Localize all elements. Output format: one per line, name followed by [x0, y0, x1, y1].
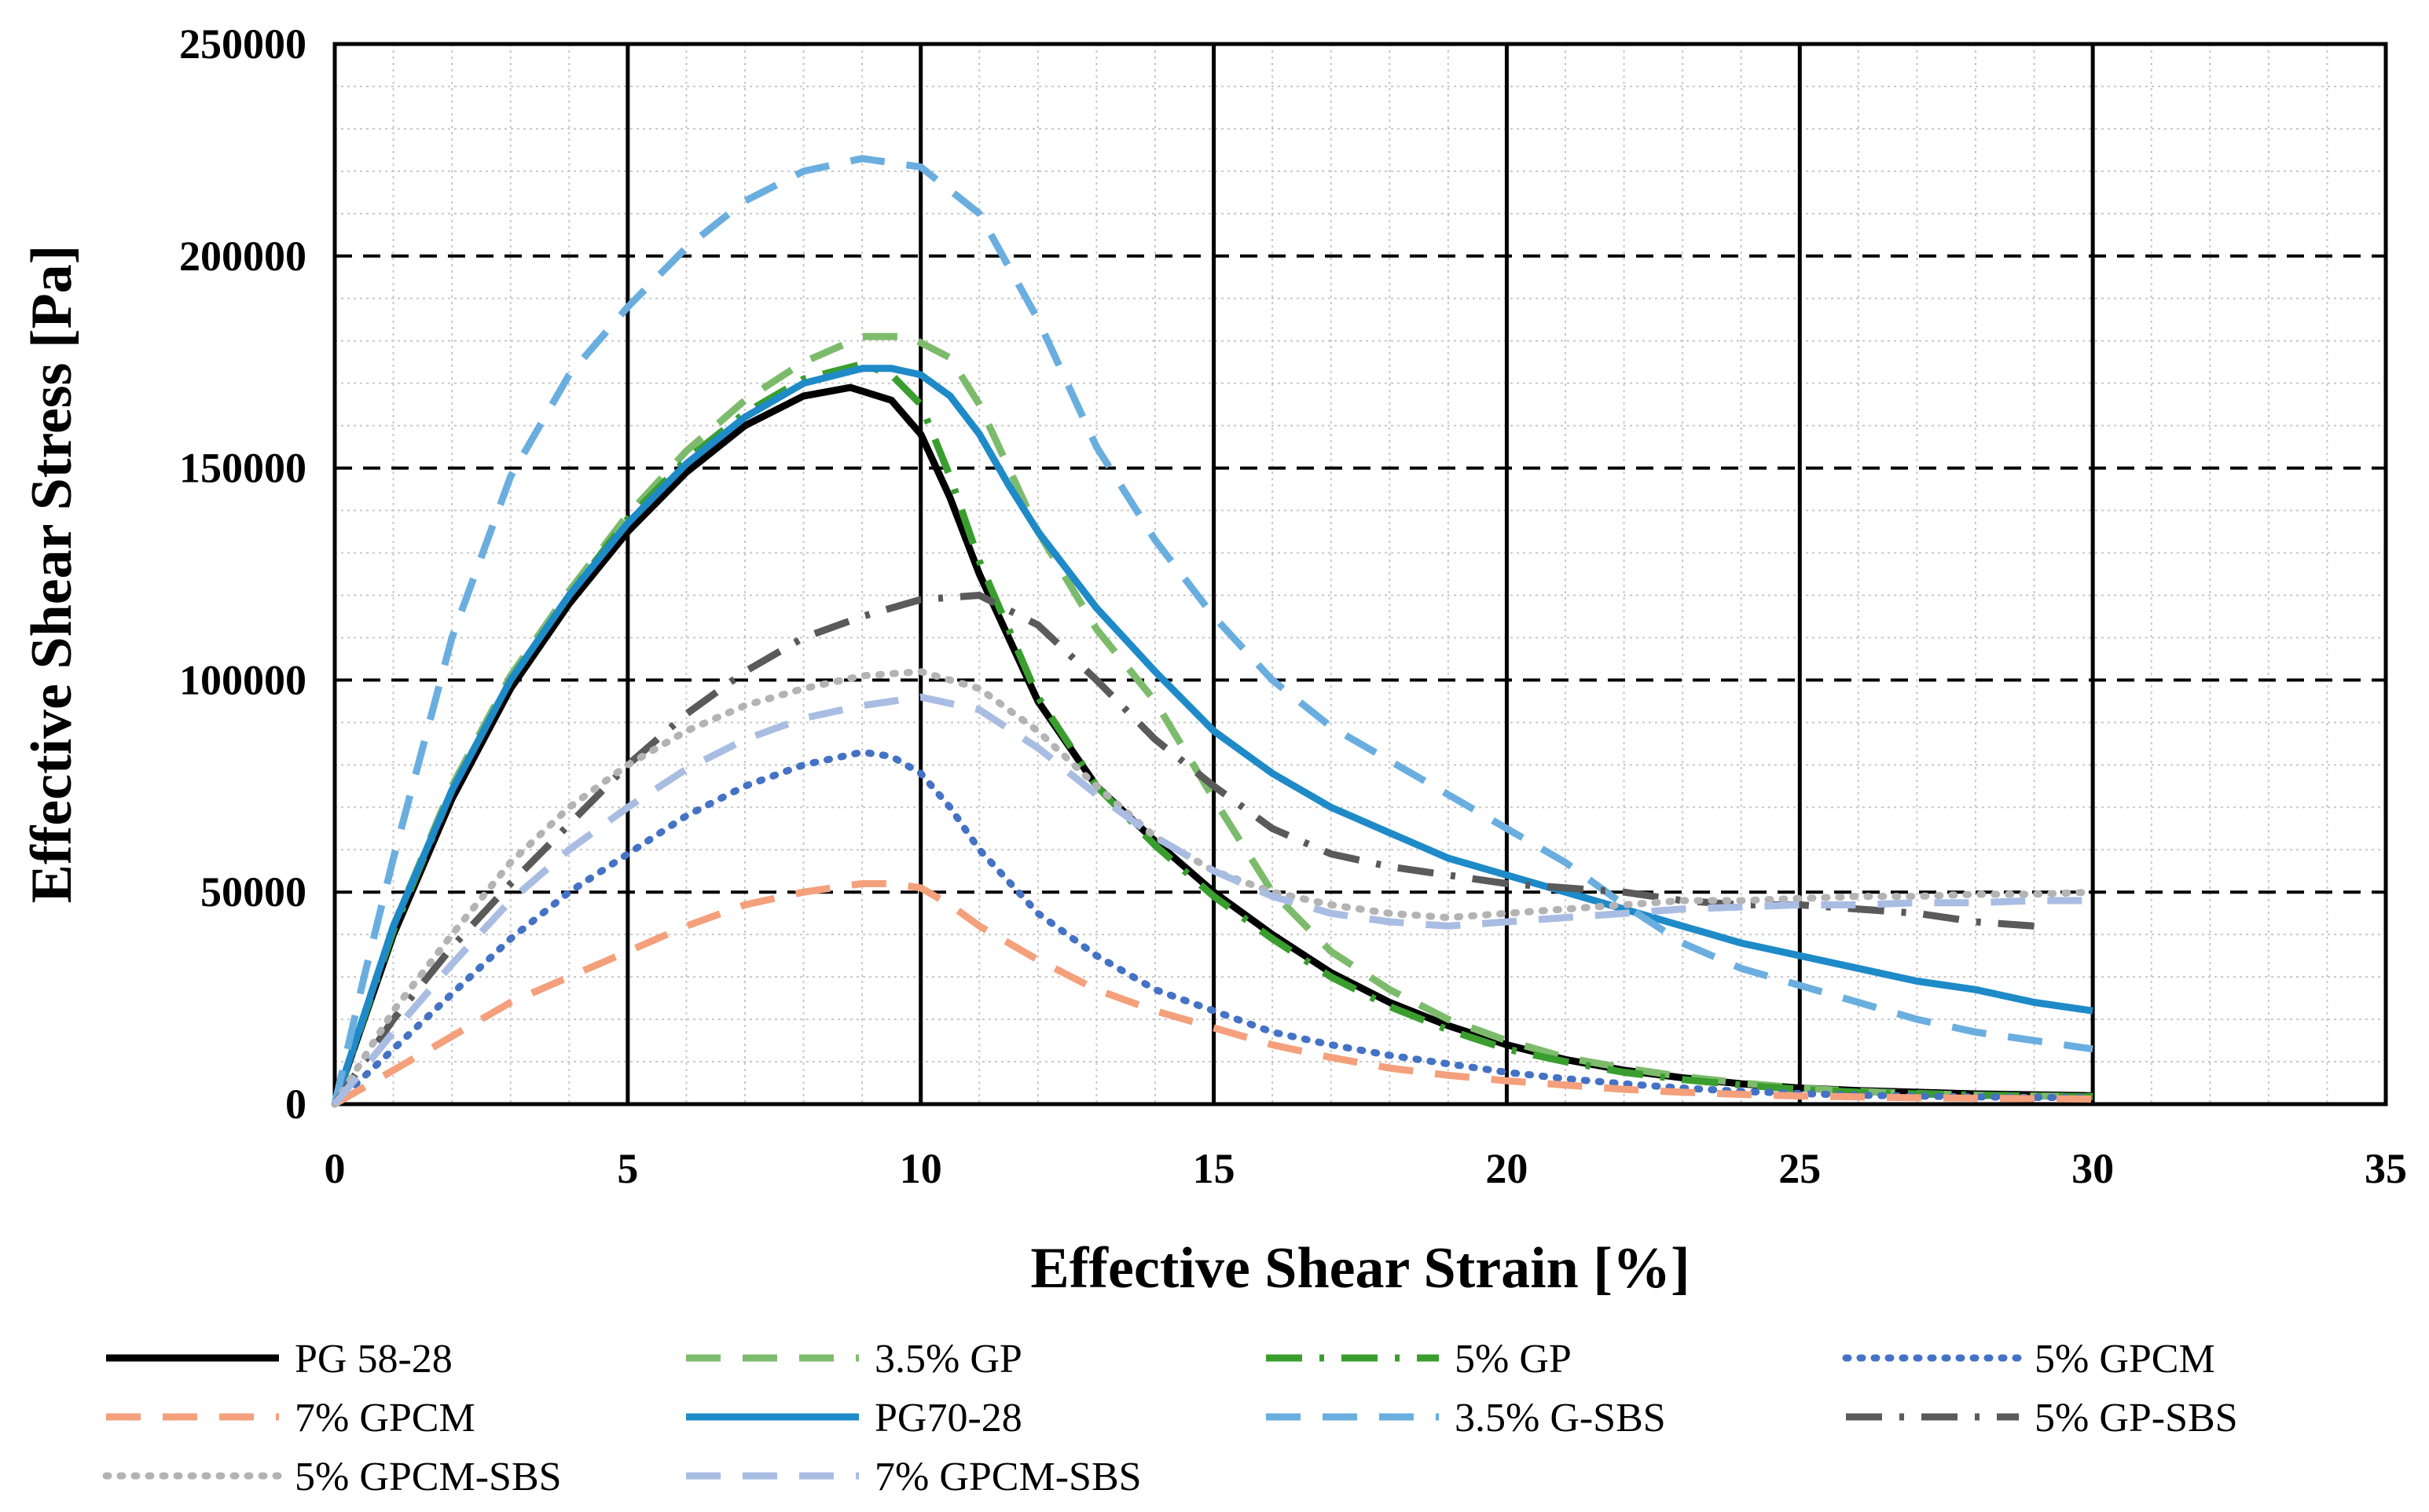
x-tick-label: 10 [900, 1145, 942, 1192]
legend-entry: 5% GP-SBS [1846, 1396, 2238, 1440]
series-line-7-gpcm-sbs [332, 693, 2093, 1106]
series-line-3-5-g-sbs [331, 155, 2093, 1106]
legend-entry: PG 58-28 [106, 1337, 453, 1382]
series-line-pg70-28 [331, 365, 2093, 1106]
series-line-5-gp-sbs [332, 592, 2035, 1106]
legend-label: 3.5% G-SBS [1455, 1396, 1666, 1440]
x-tick-label: 5 [617, 1145, 638, 1192]
series-line-7-gpcm [332, 879, 2093, 1107]
legend-label: 5% GPCM [2035, 1337, 2215, 1382]
legend-label: 5% GPCM-SBS [295, 1455, 562, 1499]
y-tick-label: 150000 [179, 445, 306, 492]
plot-area-frame [332, 42, 2388, 1106]
x-tick-label: 35 [2365, 1145, 2407, 1192]
legend-entry: 3.5% GP [686, 1337, 1022, 1382]
major-grid [335, 44, 2386, 1104]
legend-entry: 5% GPCM [1842, 1337, 2215, 1382]
x-tick-label: 25 [1778, 1145, 1821, 1192]
legend-entry: PG70-28 [686, 1396, 1022, 1440]
legend-label: 7% GPCM-SBS [875, 1455, 1142, 1499]
x-tick-label: 30 [2071, 1145, 2114, 1192]
legend: PG 58-28 3.5% GP 5% GP 5% GPCM 7% GPCM PG70-2… [102, 1337, 2238, 1499]
x-axis-title: Effective Shear Strain [%] [1030, 1236, 1690, 1301]
legend-label: 5% GP-SBS [2035, 1396, 2238, 1440]
legend-entry: 7% GPCM [106, 1396, 475, 1440]
x-tick-label: 20 [1485, 1145, 1528, 1192]
legend-entry: 3.5% G-SBS [1266, 1396, 1666, 1440]
y-tick-label: 200000 [179, 233, 306, 280]
x-tick-label: 15 [1193, 1145, 1235, 1192]
y-tick-label: 100000 [179, 656, 306, 703]
y-tick-label: 50000 [200, 868, 306, 916]
y-axis-title: Effective Shear Stress [Pa] [20, 245, 84, 904]
legend-label: 3.5% GP [875, 1337, 1022, 1382]
legend-label: PG70-28 [875, 1396, 1022, 1440]
minor-grid [335, 44, 2386, 1104]
legend-label: PG 58-28 [295, 1337, 453, 1382]
y-tick-label: 0 [285, 1081, 306, 1128]
legend-entry: 5% GP [1266, 1337, 1572, 1382]
legend-label: 5% GP [1455, 1337, 1572, 1382]
y-tick-label: 250000 [179, 20, 306, 68]
legend-entry: 5% GPCM-SBS [102, 1455, 562, 1499]
series-layer [331, 155, 2097, 1108]
tick-labels: 0 5 10 15 20 25 30 35 0 50000 100000 150000 200000 25… [179, 20, 2407, 1192]
legend-label: 7% GPCM [295, 1396, 475, 1440]
legend-entry: 7% GPCM-SBS [686, 1455, 1142, 1499]
x-tick-label: 0 [325, 1145, 346, 1192]
